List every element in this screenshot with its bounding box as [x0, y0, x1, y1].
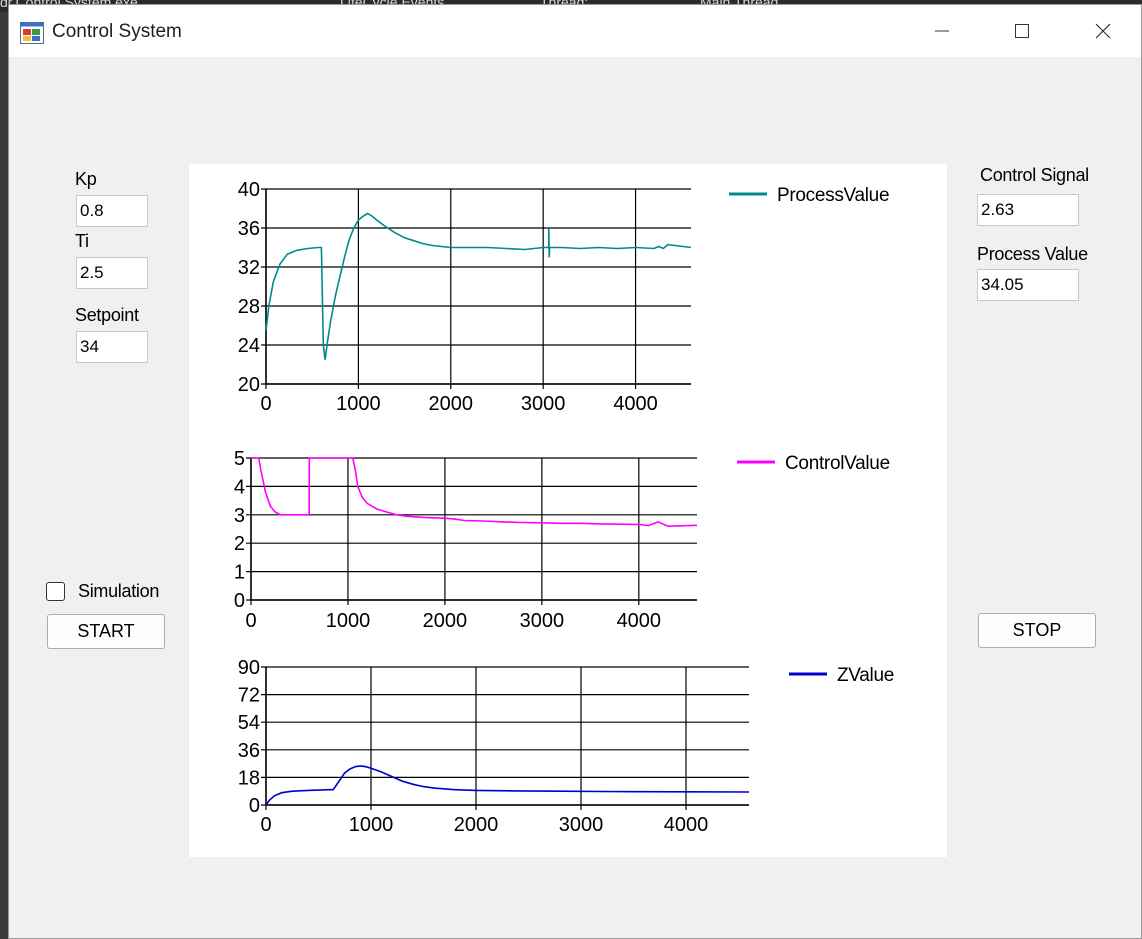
y-tick-label: 28 [238, 296, 260, 318]
chart-3: 0 18 36 54 72 90 0 1000 2000 3000 4000 ZValue [238, 657, 895, 836]
y-tick-label: 72 [238, 685, 260, 707]
kp-input[interactable]: 0.8 [76, 195, 148, 227]
x-tick-label: 1000 [326, 610, 371, 632]
start-button[interactable]: START [47, 614, 165, 649]
y-tick-label: 5 [234, 448, 245, 470]
window-title: Control System [52, 21, 182, 42]
y-tick-label: 2 [234, 533, 245, 555]
x-tick-label: 1000 [336, 393, 381, 415]
chart-2: 0 1 2 3 4 5 0 1000 2000 3000 4000 ControlValue [234, 448, 890, 632]
process-value-label: Process Value [977, 244, 1088, 264]
y-tick-label: 54 [238, 712, 260, 734]
y-tick-label: 0 [249, 795, 260, 817]
close-icon [1095, 23, 1111, 39]
x-tick-label: 0 [260, 393, 271, 415]
x-tick-label: 3000 [559, 814, 604, 836]
y-tick-label: 18 [238, 767, 260, 789]
maximize-icon [1015, 24, 1029, 38]
x-tick-label: 3000 [521, 393, 566, 415]
x-tick-label: 2000 [423, 610, 468, 632]
kp-label: Kp [75, 169, 97, 189]
x-tick-label: 4000 [664, 814, 709, 836]
control-signal-field[interactable]: 2.63 [977, 194, 1079, 226]
ti-label: Ti [75, 231, 89, 251]
chart-panel: 20 24 28 32 36 40 0 1000 2000 3000 4000 ProcessValu… [189, 164, 947, 857]
app-window: Control System Kp 0.8 Ti 2.5 Setpoint 34… [8, 4, 1142, 939]
y-tick-label: 0 [234, 590, 245, 612]
title-bar[interactable]: Control System [9, 5, 1141, 57]
close-button[interactable] [1063, 5, 1142, 57]
x-tick-label: 0 [260, 814, 271, 836]
y-tick-label: 3 [234, 505, 245, 527]
legend-label: ZValue [837, 665, 894, 686]
maximize-button[interactable] [982, 5, 1062, 57]
x-tick-label: 4000 [617, 610, 662, 632]
series-line-ControlValue [251, 457, 698, 528]
chart-1: 20 24 28 32 36 40 0 1000 2000 3000 4000 ProcessValu… [238, 179, 890, 415]
x-tick-label: 2000 [429, 393, 474, 415]
y-tick-label: 20 [238, 374, 260, 396]
y-tick-label: 32 [238, 257, 260, 279]
series-line-ZValue [265, 765, 750, 806]
y-tick-label: 36 [238, 218, 260, 240]
x-tick-label: 1000 [349, 814, 394, 836]
x-tick-label: 0 [245, 610, 256, 632]
y-tick-label: 1 [234, 562, 245, 584]
process-value-field[interactable]: 34.05 [977, 269, 1079, 301]
stop-button[interactable]: STOP [978, 613, 1096, 648]
x-tick-label: 3000 [520, 610, 565, 632]
setpoint-input[interactable]: 34 [76, 331, 148, 363]
simulation-label[interactable]: Simulation [78, 581, 160, 601]
y-tick-label: 4 [234, 476, 245, 498]
y-tick-label: 24 [238, 335, 260, 357]
ti-input[interactable]: 2.5 [76, 257, 148, 289]
simulation-checkbox[interactable] [46, 582, 65, 601]
legend-label: ControlValue [785, 453, 890, 474]
y-tick-label: 40 [238, 179, 260, 201]
y-tick-label: 90 [238, 657, 260, 679]
winforms-app-icon [20, 22, 44, 44]
control-signal-label: Control Signal [980, 165, 1089, 185]
setpoint-label: Setpoint [75, 305, 139, 325]
minimize-icon [935, 30, 949, 32]
minimize-button[interactable] [902, 5, 982, 57]
legend-label: ProcessValue [777, 185, 889, 206]
y-tick-label: 36 [238, 740, 260, 762]
series-line-ProcessValue [265, 212, 692, 360]
x-tick-label: 4000 [613, 393, 658, 415]
x-tick-label: 2000 [454, 814, 499, 836]
